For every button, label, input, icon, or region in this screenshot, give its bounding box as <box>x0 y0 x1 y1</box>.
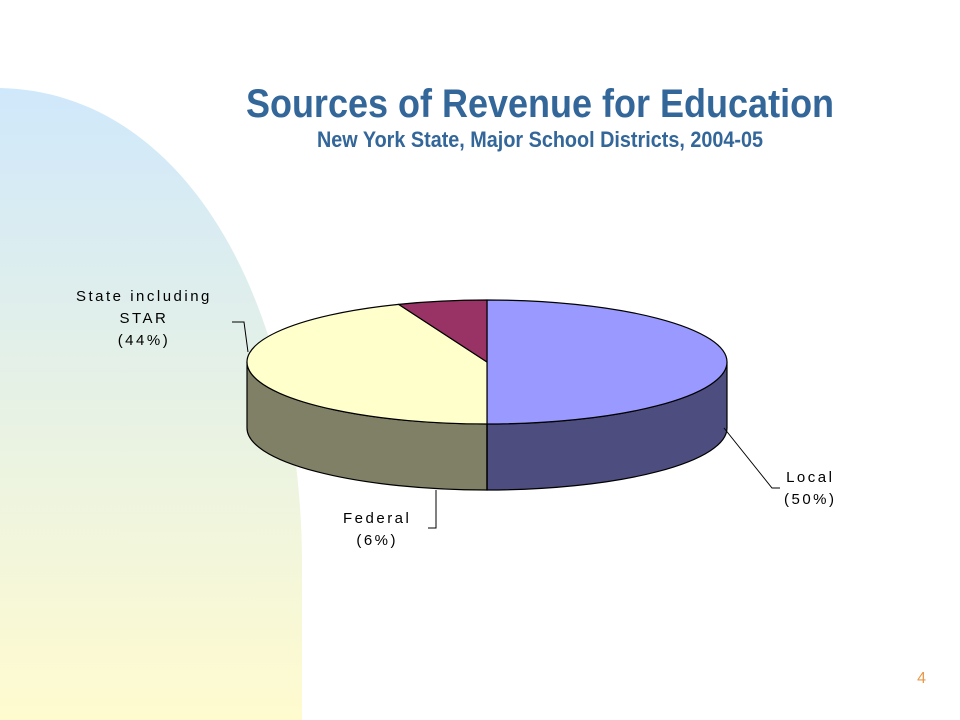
label-federal-name: Federal <box>343 510 412 527</box>
chart-subtitle: New York State, Major School Districts, … <box>316 127 764 152</box>
label-local-value: (50%) <box>784 491 837 508</box>
label-local-name: Local <box>786 469 835 486</box>
label-state-name: State including <box>76 288 212 305</box>
page-number: 4 <box>917 670 926 687</box>
pie-slice-state-including-star <box>246 303 488 425</box>
label-federal-value: (6%) <box>356 532 399 549</box>
label-local: Local (50%) <box>784 467 837 511</box>
decorative-arc <box>0 88 302 720</box>
label-state-value: (44%) <box>117 332 171 349</box>
leader-line-federal <box>428 490 437 529</box>
label-federal: Federal (6%) <box>343 508 411 552</box>
label-state-name-2: STAR <box>119 310 169 327</box>
chart-title: Sources of Revenue for Education <box>245 82 835 126</box>
pie-slice-federal <box>398 299 488 363</box>
label-state: State including STAR (44%) <box>76 286 212 352</box>
title-block: Sources of Revenue for Education New Yor… <box>130 80 950 152</box>
leader-line-local <box>723 427 780 489</box>
leader-line-state <box>232 321 249 353</box>
pie-slice-local <box>486 299 728 425</box>
